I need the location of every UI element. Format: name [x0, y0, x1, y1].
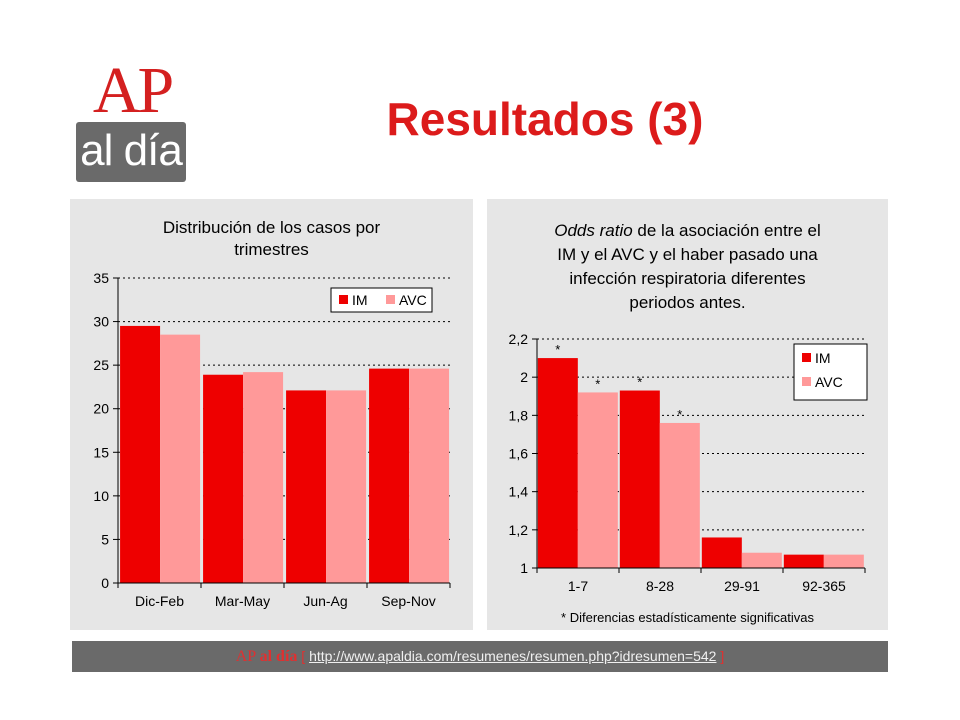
chart-title-line: infección respiratoria diferentes: [569, 269, 806, 288]
x-tick-label: Sep-Nov: [381, 593, 435, 609]
bar-avc: [326, 390, 367, 583]
legend-label-im: IM: [815, 350, 831, 366]
bar-im: [619, 390, 660, 568]
y-tick-label: 1,6: [509, 446, 529, 462]
x-tick-label: Dic-Feb: [135, 593, 184, 609]
footer-bar: AP al día [ http://www.apaldia.com/resum…: [72, 641, 888, 672]
bar-avc: [823, 554, 864, 568]
apaldia-logo: AP al día: [76, 58, 188, 182]
legend-swatch-im: [802, 353, 811, 362]
legend-label-avc: AVC: [815, 374, 843, 390]
y-tick-label: 30: [93, 314, 109, 330]
bar-avc: [160, 334, 201, 583]
chart-title-rest: de la asociación entre el: [632, 221, 821, 240]
chart-title-line: Odds ratio de la asociación entre el: [487, 219, 888, 243]
y-tick-label: 10: [93, 488, 109, 504]
legend-label-im: IM: [352, 292, 368, 308]
footer-brand-ap: AP: [235, 648, 256, 665]
chart-title: Distribución de los casos por trimestres: [70, 217, 473, 261]
bar-avc: [409, 368, 450, 583]
bar-im: [120, 325, 161, 583]
y-tick-label: 1: [520, 560, 528, 576]
legend-swatch-im: [339, 295, 348, 304]
y-tick-label: 2,2: [509, 331, 529, 347]
bar-im: [369, 368, 410, 583]
bar-chart-odds-ratio: 1 1,2 1,4 1,6 1,8 2 2,2 * * * * 1-7 8-28 29-91 92-365 I…: [509, 331, 868, 594]
logo-ap-text: AP: [92, 54, 174, 127]
bar-avc: [577, 392, 618, 568]
bar-im: [701, 537, 742, 568]
bar-im: [286, 390, 327, 583]
significance-marker: *: [555, 342, 560, 357]
bar-im: [783, 554, 824, 568]
x-tick-label: 92-365: [802, 578, 846, 594]
footer-brand-rest: al día: [259, 648, 298, 665]
bar-avc: [741, 552, 782, 568]
chart-panel-seasonal-distribution: Distribución de los casos por trimestres…: [70, 199, 473, 630]
y-tick-label: 1,8: [509, 407, 529, 423]
y-tick-label: 2: [520, 369, 528, 385]
footer-brand: AP al día: [236, 648, 298, 665]
y-tick-label: 1,2: [509, 522, 529, 538]
chart-title-line: IM y el AVC y el haber pasado una: [557, 245, 818, 264]
legend-swatch-avc: [386, 295, 395, 304]
bar-avc: [243, 372, 284, 583]
significance-marker: *: [677, 407, 682, 422]
y-tick-label: 25: [93, 357, 109, 373]
x-tick-label: Mar-May: [215, 593, 270, 609]
x-tick-label: 29-91: [724, 578, 760, 594]
y-tick-label: 20: [93, 401, 109, 417]
chart-title-line: periodos antes.: [629, 293, 746, 312]
y-tick-label: 0: [101, 575, 109, 591]
x-tick-label: Jun-Ag: [303, 593, 347, 609]
y-tick-label: 35: [93, 270, 109, 286]
y-tick-label: 15: [93, 444, 109, 460]
y-tick-label: 5: [101, 531, 109, 547]
footer-close-bracket: ]: [720, 648, 725, 664]
legend-label-avc: AVC: [399, 292, 427, 308]
page-title: Resultados (3): [386, 93, 704, 145]
chart-title-line: trimestres: [234, 240, 309, 259]
chart-title-emphasis: Odds ratio: [554, 221, 633, 240]
x-tick-label: 1-7: [568, 578, 588, 594]
bar-avc: [659, 422, 700, 568]
bar-chart-distribution: 0 5 10 15 20 25 30 35 Dic-Feb Mar-May Jun-Ag Sep-No…: [93, 270, 451, 609]
bar-im: [537, 358, 578, 568]
significance-footnote: * Diferencias estadísticamente significa…: [561, 610, 814, 625]
chart-title-line: Distribución de los casos por: [162, 218, 381, 237]
significance-marker: *: [637, 375, 642, 390]
chart-title: Odds ratio de la asociación entre el IM …: [487, 219, 888, 315]
y-tick-label: 1,4: [509, 484, 529, 500]
x-tick-label: 8-28: [646, 578, 674, 594]
logo-aldia-text: al día: [76, 122, 186, 182]
bar-im: [203, 374, 244, 583]
significance-marker: *: [595, 376, 600, 391]
resumen-link[interactable]: http://www.apaldia.com/resumenes/resumen…: [309, 648, 717, 664]
chart-panel-odds-ratio: Odds ratio de la asociación entre el IM …: [487, 199, 888, 630]
legend-swatch-avc: [802, 377, 811, 386]
footer-open-bracket: [: [301, 648, 306, 664]
